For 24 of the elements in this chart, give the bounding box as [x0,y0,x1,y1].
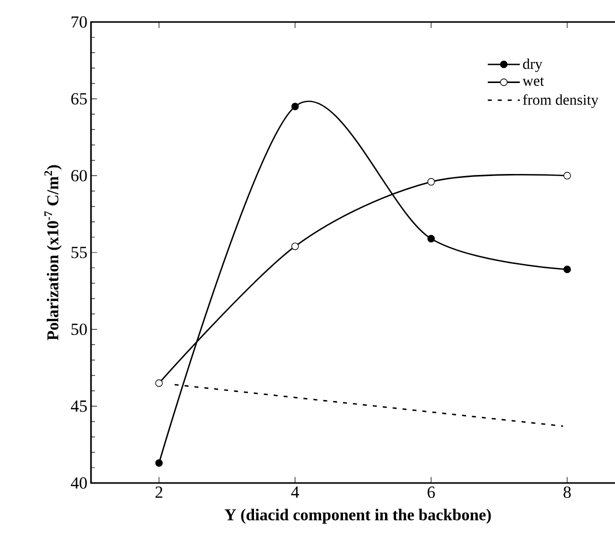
point [155,379,163,387]
point [155,459,163,467]
x-tick-label: 4 [291,486,300,498]
y-tick-label: 55 [72,246,87,258]
point [563,172,571,180]
point [427,234,435,242]
point [563,266,571,274]
point [291,102,299,110]
x-tick-label: 8 [564,486,571,498]
y-tick-label: 45 [70,400,87,412]
point [427,178,435,186]
x-tick-label: 6 [428,486,435,498]
x-axis-title: Y (diacid component in the backbone) [224,508,491,524]
y-tick-label: 50 [72,324,87,336]
y-tick-label: 40 [70,477,87,489]
x-tick-label: 2 [156,486,162,498]
y-tick-label: 65 [71,93,87,105]
y-tick-label: 70 [72,16,87,28]
y-tick-label: 60 [71,170,87,182]
point [291,242,299,250]
legend-label: dry [523,58,542,72]
legend-label: from density [522,94,598,108]
y-axis-title: Polarization (x10$^{-7}$ C/m$^{2}$) [44,165,62,340]
legend-label: wet [522,77,544,86]
